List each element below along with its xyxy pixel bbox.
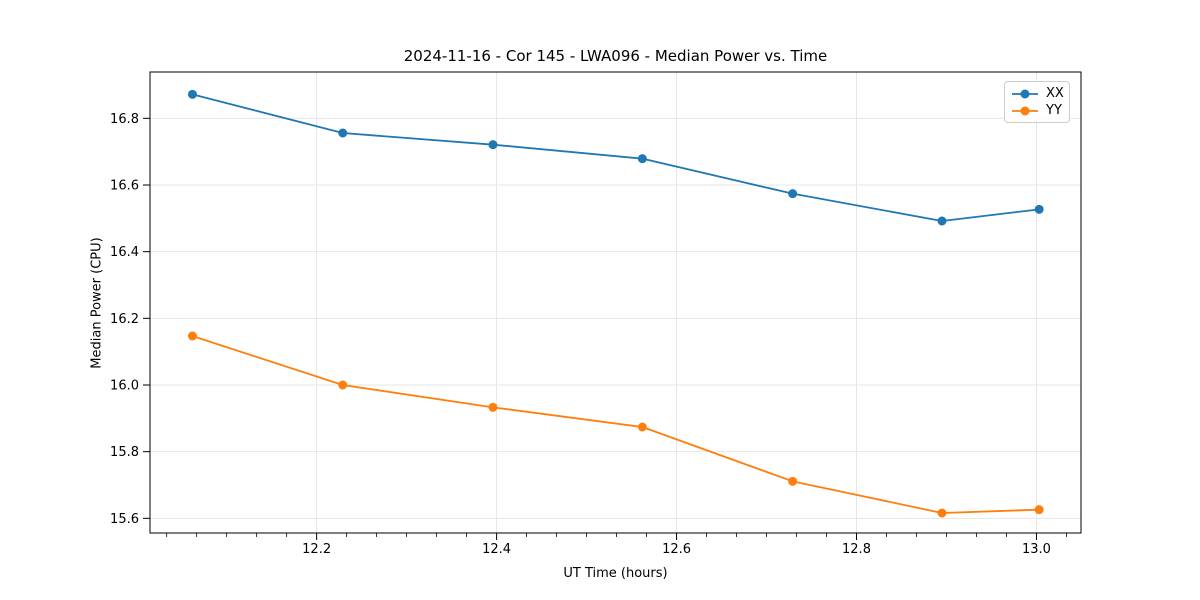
y-tick-label: 16.8 [110, 112, 139, 127]
legend-line-sample-yy [1012, 106, 1038, 115]
y-tick-label: 15.6 [110, 512, 139, 527]
y-tick-label: 16.2 [110, 312, 139, 327]
data-point-xx [187, 89, 197, 99]
series-line-yy [192, 335, 1040, 514]
x-tick-label: 12.6 [662, 542, 691, 557]
data-point-yy [788, 476, 798, 486]
legend-label-yy: YY [1046, 102, 1062, 118]
x-axis-label: UT Time (hours) [563, 566, 668, 581]
data-point-yy [488, 402, 498, 412]
legend-item-xx: XX [1011, 85, 1064, 101]
x-tick-label: 12.2 [302, 542, 331, 557]
axes-spines [149, 71, 1082, 534]
y-tick-label: 15.8 [110, 445, 139, 460]
y-tick-label: 16.0 [110, 379, 139, 394]
y-tick-label: 16.6 [110, 179, 139, 194]
data-point-xx [338, 128, 348, 138]
data-point-yy [187, 331, 197, 341]
data-point-yy [937, 508, 947, 518]
data-point-yy [338, 380, 348, 390]
data-point-xx [1034, 204, 1044, 214]
data-point-xx [937, 216, 947, 226]
y-axis-label: Median Power (CPU) [89, 237, 105, 369]
x-tick-label: 12.8 [842, 542, 871, 557]
legend-line-sample-xx [1012, 89, 1038, 98]
data-point-yy [1034, 505, 1044, 515]
data-point-xx [637, 154, 647, 164]
chart-title: 2024-11-16 - Cor 145 - LWA096 - Median P… [403, 47, 828, 65]
x-tick-label: 13.0 [1022, 542, 1051, 557]
y-tick-label: 16.4 [110, 245, 139, 260]
legend-label-xx: XX [1046, 85, 1064, 101]
legend-item-yy: YY [1011, 102, 1063, 118]
data-point-yy [637, 422, 647, 432]
data-point-xx [788, 189, 798, 199]
legend: XX YY [1004, 81, 1070, 123]
x-tick-label: 12.4 [482, 542, 511, 557]
data-point-xx [488, 140, 498, 150]
series-line-xx [192, 93, 1040, 222]
